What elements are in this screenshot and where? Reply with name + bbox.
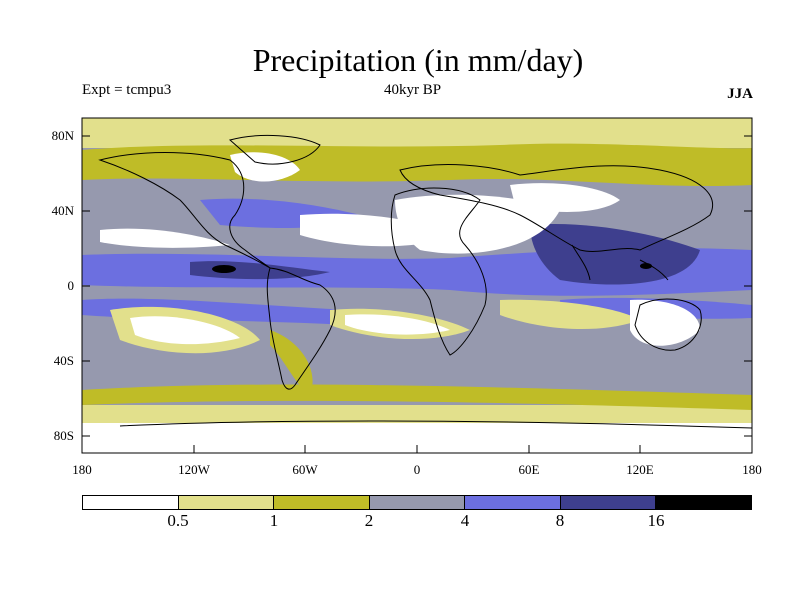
lon-label-120w: 120W [178,462,210,477]
coastlines [98,134,752,429]
lon-label-180e: 180 [742,462,762,477]
colorbar-label: 0.5 [167,511,189,530]
lat-label-80n: 80N [51,128,74,143]
experiment-label: Expt = tcmpu3 [82,82,172,98]
lon-label-180w: 180 [72,462,92,477]
colorbar-segment [274,496,370,509]
colorbar-segment [369,496,466,509]
lat-label-40s: 40S [53,353,74,368]
colorbar-label: 1 [269,511,279,530]
axis-ticks [81,135,753,453]
precip-fill-layer [82,118,752,453]
lon-label-60w: 60W [292,462,318,477]
lat-label-0: 0 [67,278,75,293]
lat-label-80s: 80S [53,428,74,443]
colorbar-label: 16 [647,511,665,530]
lon-label-0: 0 [413,462,421,477]
colorbar-label: 2 [364,511,374,530]
colorbar-segment [178,496,275,509]
lon-label-60e: 60E [518,462,540,477]
period-label: 40kyr BP [384,82,442,98]
colorbar-segment [465,496,561,509]
colorbar-segment [656,496,752,509]
colorbar-label: 8 [555,511,565,530]
lon-label-120e: 120E [626,462,654,477]
colorbar-segment [83,496,179,509]
plot-title: Precipitation (in mm/day) [252,42,584,78]
colorbar-label: 4 [460,511,470,530]
season-label: JJA [727,86,753,102]
colorbar-segment [560,496,657,509]
lat-label-40n: 40N [51,203,74,218]
colorbar [82,495,752,510]
